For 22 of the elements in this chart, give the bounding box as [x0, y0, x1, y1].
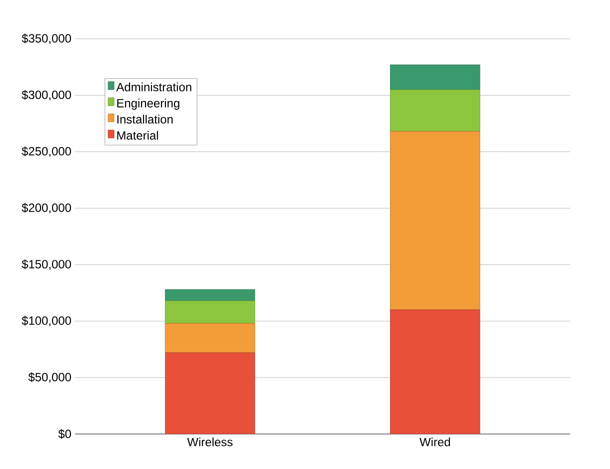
legend-label: Material [117, 130, 158, 140]
legend-label: Engineering [117, 98, 180, 110]
legend-label: Installation [117, 114, 173, 124]
bar [165, 352, 256, 434]
y-tick-label: $50,000 [28, 372, 72, 383]
y-tick-label: $150,000 [22, 259, 72, 270]
bar [165, 289, 256, 301]
x-tick-label: Wired [420, 438, 450, 446]
y-tick-label: $300,000 [22, 90, 72, 100]
bar [165, 323, 256, 353]
y-tick-label: $250,000 [22, 146, 72, 157]
bar [390, 131, 480, 310]
y-tick-label: $350,000 [22, 34, 72, 44]
bar [390, 89, 480, 132]
legend-label: Administration [116, 82, 192, 92]
y-tick-label: $0 [58, 429, 72, 439]
bar [165, 300, 256, 324]
y-tick-label: $200,000 [22, 203, 72, 214]
bar [390, 310, 480, 434]
bar [390, 64, 480, 90]
x-tick-label: Wireless [187, 438, 233, 446]
y-tick-label: $100,000 [22, 316, 72, 326]
